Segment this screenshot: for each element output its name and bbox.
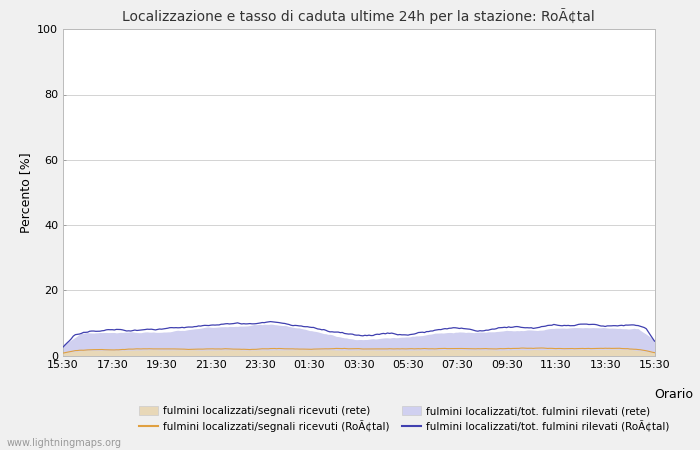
Text: Orario: Orario xyxy=(654,388,694,401)
Title: Localizzazione e tasso di caduta ultime 24h per la stazione: RoÃ¢tal: Localizzazione e tasso di caduta ultime … xyxy=(122,8,595,24)
Text: www.lightningmaps.org: www.lightningmaps.org xyxy=(7,438,122,448)
Y-axis label: Percento [%]: Percento [%] xyxy=(19,152,32,233)
Legend: fulmini localizzati/segnali ricevuti (rete), fulmini localizzati/segnali ricevut: fulmini localizzati/segnali ricevuti (re… xyxy=(139,406,669,432)
